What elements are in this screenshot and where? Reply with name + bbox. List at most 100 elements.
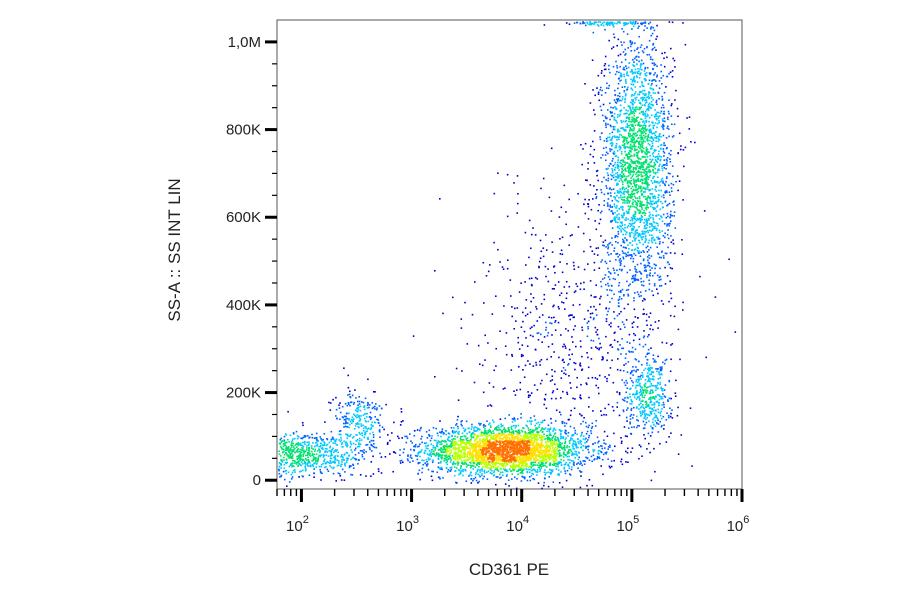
data-point xyxy=(654,173,657,175)
data-point xyxy=(299,470,301,473)
data-point xyxy=(583,268,586,271)
data-point xyxy=(587,320,590,323)
data-point xyxy=(644,231,647,233)
data-point xyxy=(591,460,593,463)
data-point xyxy=(302,424,304,427)
data-point xyxy=(283,450,285,453)
data-point xyxy=(645,96,648,99)
data-point xyxy=(630,158,632,161)
data-point xyxy=(631,121,633,123)
data-point xyxy=(311,433,313,436)
data-point xyxy=(651,147,653,150)
data-point xyxy=(417,454,419,457)
data-point xyxy=(611,244,613,246)
data-point xyxy=(536,474,538,476)
data-point xyxy=(609,71,611,74)
data-point xyxy=(425,445,427,447)
data-point xyxy=(561,253,564,256)
data-point xyxy=(571,234,573,236)
data-point xyxy=(659,159,661,162)
data-point xyxy=(610,148,613,151)
data-point xyxy=(291,465,293,468)
data-point xyxy=(466,343,469,345)
data-point xyxy=(318,445,320,448)
data-point xyxy=(639,91,641,93)
data-point xyxy=(320,447,323,450)
data-point xyxy=(501,266,504,268)
data-point xyxy=(484,359,486,361)
data-point xyxy=(513,328,515,330)
data-point xyxy=(444,445,446,447)
data-point xyxy=(305,459,308,461)
data-point xyxy=(629,107,631,109)
data-point xyxy=(447,438,449,440)
data-point xyxy=(629,233,631,236)
data-point xyxy=(443,454,446,457)
data-point xyxy=(570,437,572,439)
data-point xyxy=(602,357,604,359)
data-point xyxy=(569,314,571,316)
data-point xyxy=(568,442,571,444)
data-point xyxy=(641,206,643,209)
data-point xyxy=(367,436,369,439)
data-point xyxy=(552,305,554,308)
data-point xyxy=(607,123,609,126)
data-point xyxy=(633,299,635,302)
data-point xyxy=(643,218,646,221)
data-point xyxy=(661,99,664,101)
data-point xyxy=(647,242,650,244)
data-point xyxy=(640,63,643,66)
data-point xyxy=(656,181,658,184)
data-point xyxy=(626,143,629,145)
data-point xyxy=(483,302,485,304)
data-point xyxy=(636,205,638,207)
data-point xyxy=(653,416,656,419)
data-point xyxy=(573,453,576,455)
data-point xyxy=(441,454,444,456)
data-point xyxy=(548,464,551,466)
data-point xyxy=(614,94,616,96)
data-point xyxy=(514,394,517,396)
data-point xyxy=(330,452,333,454)
data-point xyxy=(661,220,664,222)
data-point xyxy=(658,373,660,375)
data-point xyxy=(648,171,651,174)
data-point xyxy=(359,405,362,408)
data-point xyxy=(631,326,634,328)
data-point xyxy=(631,72,634,75)
data-point xyxy=(614,169,616,171)
data-point xyxy=(335,450,337,453)
data-point xyxy=(314,457,317,459)
data-point xyxy=(635,152,638,154)
data-point xyxy=(660,386,662,389)
data-point xyxy=(654,385,657,387)
data-point xyxy=(641,208,643,210)
data-point xyxy=(554,272,556,274)
data-point xyxy=(380,456,383,458)
data-point xyxy=(554,436,557,438)
data-point xyxy=(657,236,660,239)
data-point xyxy=(632,374,634,376)
data-point xyxy=(473,427,475,429)
data-point xyxy=(287,410,289,413)
data-point xyxy=(523,477,526,480)
data-point xyxy=(567,451,570,453)
data-point xyxy=(651,228,654,231)
data-point xyxy=(648,279,650,282)
data-point xyxy=(580,446,583,448)
data-point xyxy=(321,472,323,475)
data-point xyxy=(338,430,341,433)
data-point xyxy=(655,155,658,158)
data-point xyxy=(617,256,619,258)
data-point xyxy=(497,248,499,251)
data-point xyxy=(638,56,640,58)
data-point xyxy=(506,469,508,472)
data-point xyxy=(569,358,571,361)
data-point xyxy=(428,450,431,452)
data-point xyxy=(612,212,614,214)
data-point xyxy=(626,124,629,127)
data-point xyxy=(487,431,489,434)
data-point xyxy=(481,432,483,434)
data-point xyxy=(361,432,363,435)
data-point xyxy=(530,283,533,286)
